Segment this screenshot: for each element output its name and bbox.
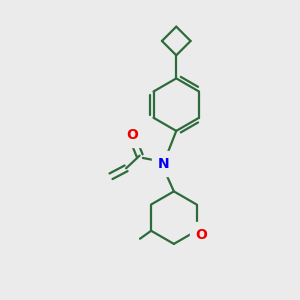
Text: N: N — [158, 157, 169, 170]
Text: O: O — [126, 128, 138, 142]
Text: O: O — [196, 228, 207, 242]
